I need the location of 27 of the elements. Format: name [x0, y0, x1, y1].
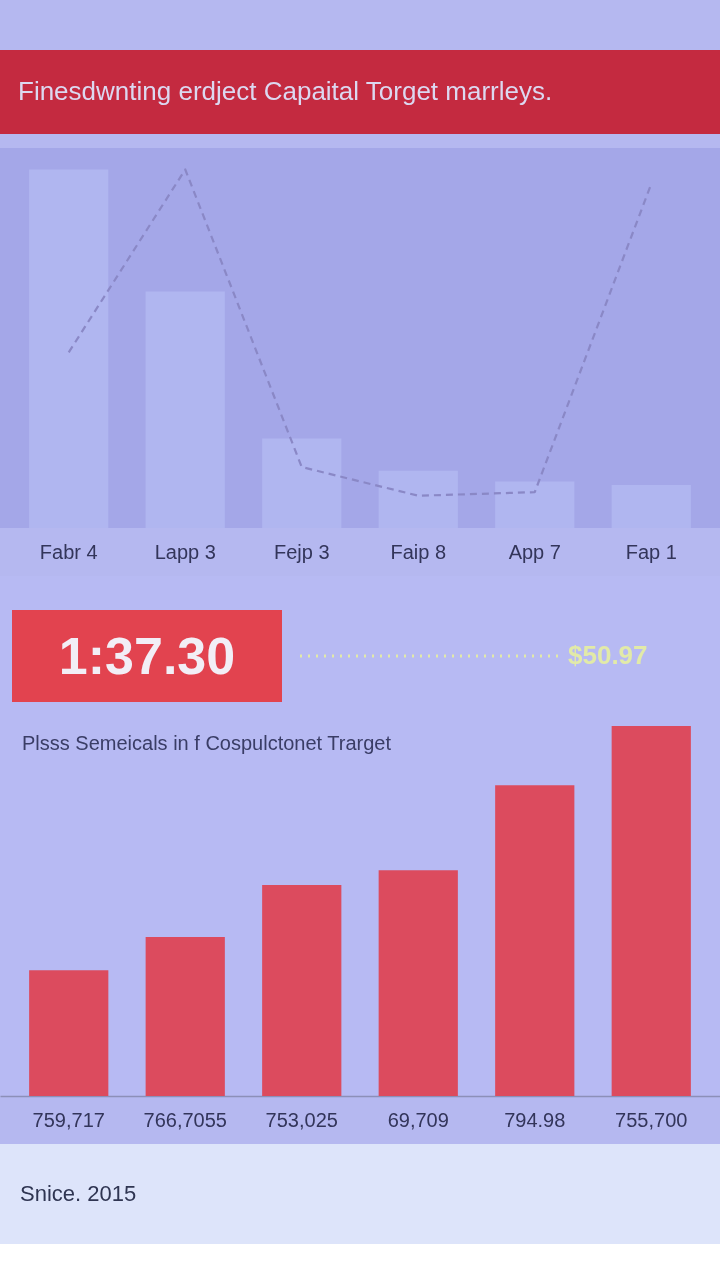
x-tick-label: 753,025 — [265, 1108, 338, 1131]
bar — [378, 870, 458, 1096]
text: Snice. 2015 — [20, 1181, 137, 1206]
x-tick-label: Fabr 4 — [39, 540, 98, 563]
x-tick-label: 755,700 — [615, 1108, 688, 1131]
x-tick-label: Faip 8 — [390, 540, 447, 563]
x-tick-label: App 7 — [508, 540, 561, 563]
bar — [29, 169, 109, 528]
x-tick-label: 759,717 — [32, 1108, 105, 1131]
x-tick-label: Fap 1 — [625, 540, 677, 563]
x-tick-label: 794.98 — [504, 1108, 566, 1131]
bar — [611, 726, 691, 1096]
bar — [145, 936, 225, 1096]
bar — [495, 481, 575, 528]
text: 1:37.30 — [58, 627, 236, 685]
bar — [495, 785, 575, 1096]
bar — [29, 970, 109, 1096]
chart-subtitle: Plsss Semeicals in f Cospulctonet Trarget — [22, 732, 392, 754]
bar — [262, 438, 342, 528]
text: $50.97 — [568, 640, 648, 670]
chart-title: Finesdwnting erdject Capaital Torget marrleys. — [18, 76, 553, 106]
x-tick-label: 766,7055 — [143, 1108, 227, 1131]
bar — [262, 885, 342, 1096]
x-tick-label: 69,709 — [387, 1108, 449, 1131]
bar — [378, 470, 458, 528]
x-tick-label: Fejp 3 — [273, 540, 330, 563]
x-tick-label: Lapp 3 — [154, 540, 216, 563]
